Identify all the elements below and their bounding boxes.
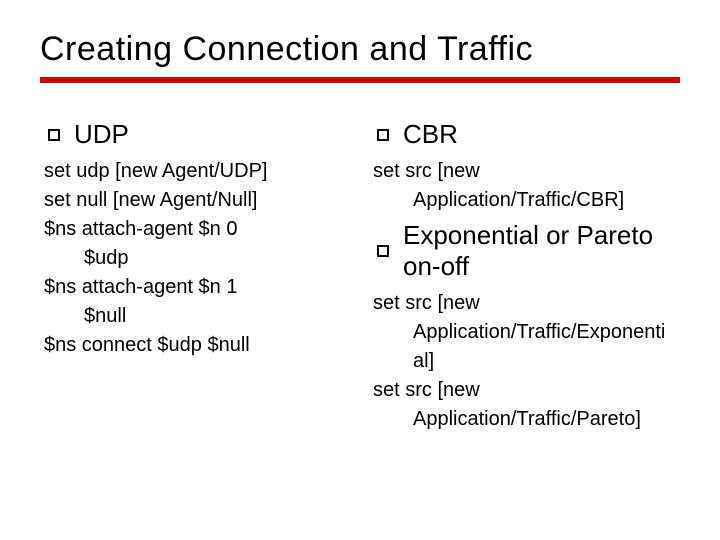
left-line: $ns connect $udp $null: [44, 332, 351, 359]
bullet-label-udp: UDP: [74, 119, 129, 150]
title-underline: [40, 77, 680, 83]
right-b1-line: set src [new: [373, 158, 680, 185]
bullet-udp: UDP: [48, 119, 351, 150]
left-body: set udp [new Agent/UDP]set null [new Age…: [40, 158, 351, 359]
bullet-exp-pareto: Exponential or Pareto on-off: [377, 220, 680, 282]
left-line: $null: [44, 303, 351, 330]
right-b2-line: set src [new: [373, 377, 680, 404]
left-column: UDP set udp [new Agent/UDP]set null [new…: [40, 113, 351, 435]
slide: Creating Connection and Traffic UDP set …: [0, 0, 720, 540]
two-column-layout: UDP set udp [new Agent/UDP]set null [new…: [40, 113, 680, 435]
bullet-label-cbr: CBR: [403, 119, 458, 150]
left-line: $ns attach-agent $n 1: [44, 274, 351, 301]
rule-thick: [40, 77, 680, 83]
bullet-label-exp-pareto: Exponential or Pareto on-off: [403, 220, 680, 282]
right-b1-line: Application/Traffic/CBR]: [373, 187, 680, 214]
left-line: set null [new Agent/Null]: [44, 187, 351, 214]
right-column: CBR set src [newApplication/Traffic/CBR]…: [369, 113, 680, 435]
right-b2-line: Application/Traffic/Exponenti: [373, 319, 680, 346]
left-line: $ns attach-agent $n 0: [44, 216, 351, 243]
left-line: $udp: [44, 245, 351, 272]
right-block1: set src [newApplication/Traffic/CBR]: [369, 158, 680, 214]
right-b2-line: set src [new: [373, 290, 680, 317]
right-block2: set src [newApplication/Traffic/Exponent…: [369, 290, 680, 433]
page-title: Creating Connection and Traffic: [40, 30, 680, 69]
right-b2-line: al]: [373, 348, 680, 375]
left-line: set udp [new Agent/UDP]: [44, 158, 351, 185]
bullet-cbr: CBR: [377, 119, 680, 150]
right-b2-line: Application/Traffic/Pareto]: [373, 406, 680, 433]
square-bullet-icon: [377, 129, 389, 141]
square-bullet-icon: [48, 129, 60, 141]
square-bullet-icon: [377, 245, 389, 257]
